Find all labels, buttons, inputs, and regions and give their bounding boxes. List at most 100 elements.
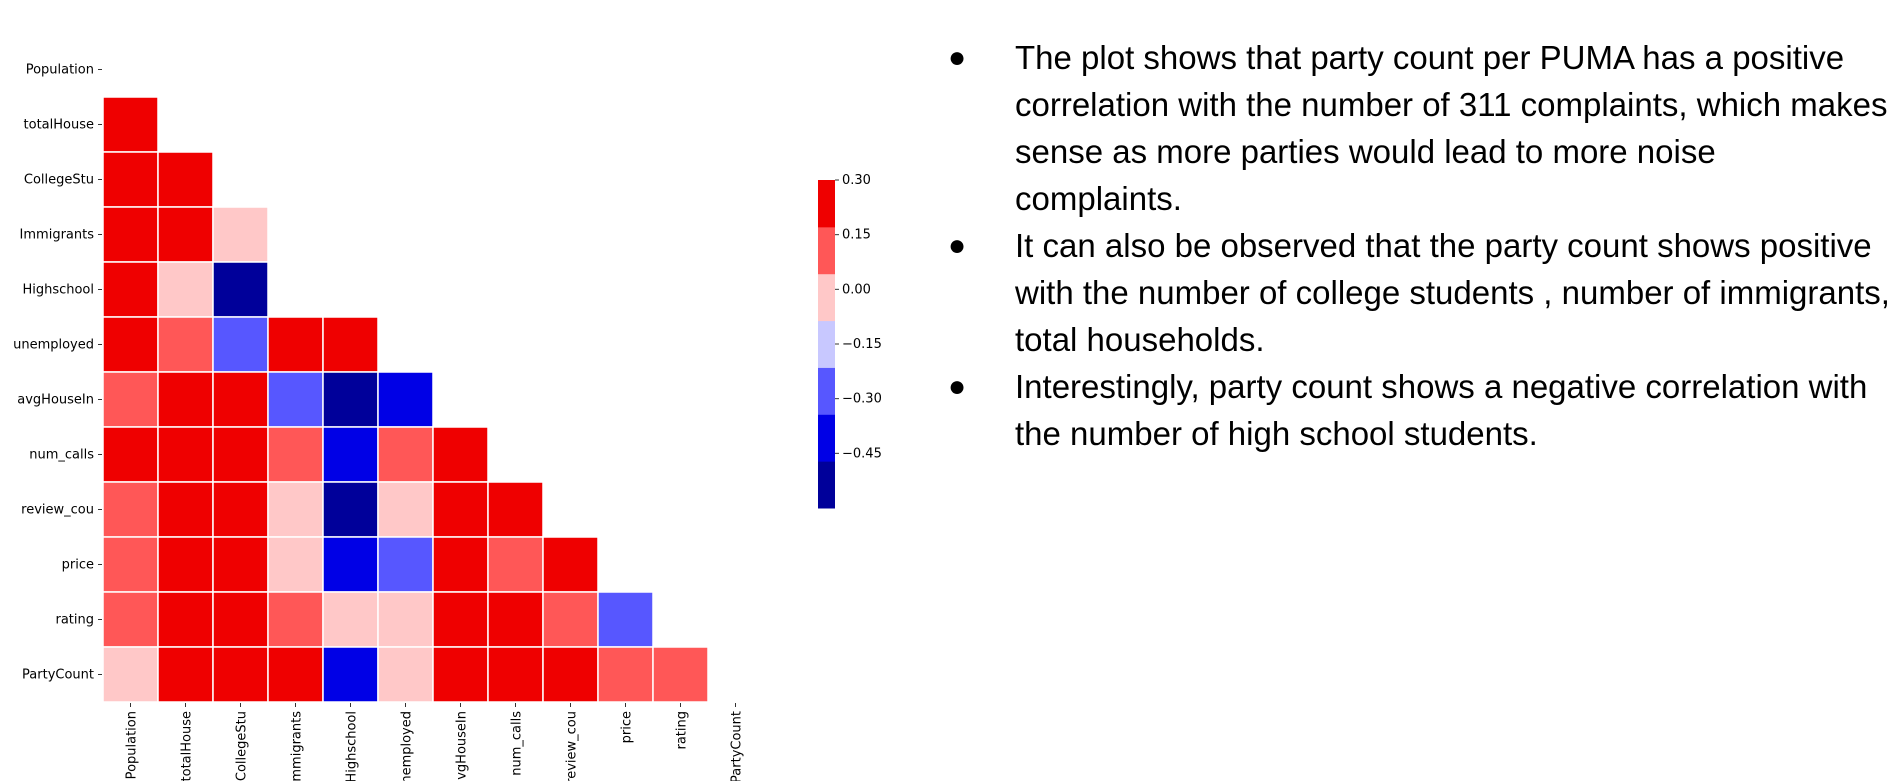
heatmap-cell: [212, 536, 269, 593]
colorbar-segment: [818, 273, 835, 322]
heatmap-cell: [267, 536, 324, 593]
x-tick-label: CollegeStu: [235, 711, 250, 781]
heatmap-cell: [432, 481, 489, 538]
colorbar-segment: [818, 226, 835, 275]
heatmap-cell: [157, 646, 214, 703]
colorbar-tick-label: 0.30: [842, 173, 871, 188]
x-tick-label: review_cou: [565, 711, 580, 781]
heatmap-cell: [157, 591, 214, 648]
heatmap-cell: [212, 206, 269, 263]
heatmap-cell: [102, 151, 159, 208]
bullet-item: ● Interestingly, party count shows a nega…: [930, 363, 1890, 457]
x-tick-label: PartyCount: [730, 711, 745, 781]
bullet-item: ● The plot shows that party count per PUM…: [930, 34, 1890, 222]
heatmap-cell: [212, 426, 269, 483]
heatmap-cell: [102, 591, 159, 648]
heatmap-cell: [212, 646, 269, 703]
y-tick-label: rating: [55, 613, 94, 628]
heatmap-cell: [377, 426, 434, 483]
colorbar-tick-label: −0.30: [842, 392, 882, 407]
bullet-text: It can also be observed that the party c…: [1015, 227, 1890, 358]
heatmap-cell: [322, 591, 379, 648]
y-tick-label: avgHouseIn: [17, 393, 94, 408]
heatmap-cell: [322, 426, 379, 483]
y-tick-label: CollegeStu: [24, 173, 94, 188]
colorbar-tick-label: 0.15: [842, 228, 871, 243]
colorbar-tick-label: −0.45: [842, 446, 882, 461]
x-tick-label: unemployed: [400, 711, 415, 781]
heatmap-cell: [157, 371, 214, 428]
colorbar-segment: [818, 414, 835, 462]
heatmap-cell: [102, 426, 159, 483]
heatmap-cell: [267, 481, 324, 538]
heatmap-cell: [322, 646, 379, 703]
colorbar-segment: [818, 461, 835, 509]
heatmap-cell: [542, 646, 599, 703]
bullet-dot-icon: ●: [948, 370, 967, 403]
heatmap-cell: [102, 481, 159, 538]
heatmap-cell: [102, 536, 159, 593]
x-tick-label: totalHouse: [180, 711, 195, 781]
heatmap-cell: [102, 96, 159, 153]
colorbar-tick-label: −0.15: [842, 337, 882, 352]
heatmap-cell: [157, 151, 214, 208]
bullet-dot-icon: ●: [948, 229, 967, 262]
heatmap-cell: [542, 591, 599, 648]
x-tick-label: avgHouseIn: [455, 711, 470, 781]
heatmap-cell: [102, 646, 159, 703]
colorbar-segment: [818, 180, 835, 228]
bullet-text: Interestingly, party count shows a negat…: [1015, 368, 1868, 452]
y-tick-label: Immigrants: [20, 228, 95, 243]
y-tick-label: Highschool: [22, 283, 94, 298]
heatmap-cell: [212, 591, 269, 648]
heatmap-cell: [487, 646, 544, 703]
heatmap-cell: [267, 591, 324, 648]
x-tick-label: price: [620, 711, 635, 743]
bullet-text: The plot shows that party count per PUMA…: [1015, 39, 1888, 217]
heatmap-cell: [487, 481, 544, 538]
heatmap-cell: [102, 316, 159, 373]
heatmap-cell: [487, 591, 544, 648]
y-tick-label: unemployed: [13, 338, 94, 353]
heatmap-cell: [157, 481, 214, 538]
heatmap-cell: [432, 646, 489, 703]
heatmap-cell: [652, 646, 709, 703]
x-tick-label: num_calls: [510, 711, 525, 776]
heatmap-cell: [212, 481, 269, 538]
heatmap-cell: [102, 371, 159, 428]
heatmap-cell: [102, 261, 159, 318]
heatmap-cell: [377, 371, 434, 428]
heatmap-cell: [597, 591, 654, 648]
heatmap-cell: [267, 426, 324, 483]
heatmap-cell: [377, 481, 434, 538]
y-tick-label: review_cou: [21, 503, 94, 518]
heatmap-cell: [377, 591, 434, 648]
heatmap-cell: [157, 536, 214, 593]
heatmap-cell: [322, 481, 379, 538]
heatmap-cell: [432, 591, 489, 648]
y-tick-label: Population: [26, 63, 94, 78]
heatmap-cell: [212, 316, 269, 373]
heatmap-cell: [432, 426, 489, 483]
y-tick-label: totalHouse: [24, 118, 94, 133]
x-tick-label: rating: [675, 711, 690, 750]
heatmap-cell: [157, 426, 214, 483]
heatmap-cell: [102, 206, 159, 263]
colorbar-segment: [818, 367, 835, 415]
bullet-dot-icon: ●: [948, 41, 967, 74]
heatmap-cell: [212, 371, 269, 428]
y-tick-label: PartyCount: [22, 668, 94, 683]
heatmap-cell: [267, 371, 324, 428]
colorbar-tick-label: 0.00: [842, 282, 871, 297]
bullet-list: ● The plot shows that party count per PUM…: [930, 34, 1890, 457]
heatmap-cell: [322, 371, 379, 428]
heatmap-cell: [542, 536, 599, 593]
x-tick-label: Highschool: [345, 711, 360, 781]
x-tick-label: Population: [125, 711, 140, 779]
heatmap-cell: [432, 536, 489, 593]
heatmap-cell: [267, 646, 324, 703]
heatmap-cell: [377, 646, 434, 703]
x-tick-label: Immigrants: [290, 711, 305, 781]
heatmap-cell: [322, 536, 379, 593]
y-tick-label: price: [62, 558, 94, 573]
